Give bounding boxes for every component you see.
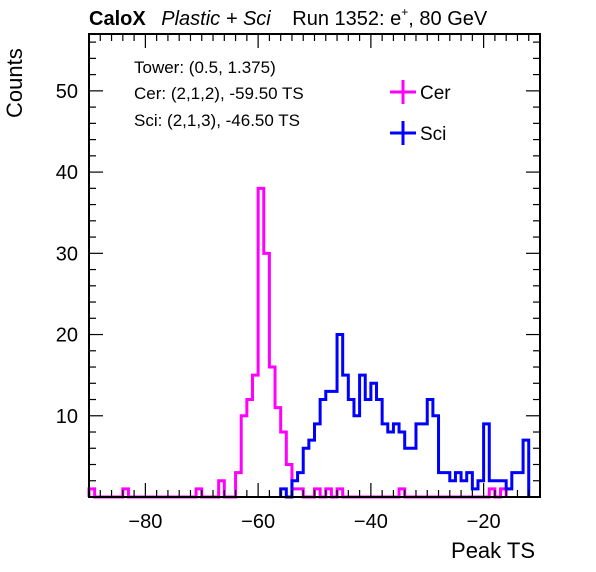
- title-run: Run 1352: e: [292, 8, 401, 30]
- legend-label-sci: Sci: [420, 124, 446, 145]
- info-tower: Tower: (0.5, 1.375): [134, 58, 276, 77]
- series-sci-histogram: [279, 333, 531, 499]
- y-tick-label: 10: [56, 406, 78, 428]
- legend-label-cer: Cer: [420, 83, 451, 104]
- y-tick-label: 30: [56, 243, 78, 265]
- legend: Cer Sci: [390, 80, 451, 145]
- x-tick-label: −40: [354, 511, 388, 533]
- chart-title: CaloX Plastic + Sci Run 1352: e+, 80 GeV: [89, 5, 488, 30]
- title-energy: , 80 GeV: [408, 8, 488, 30]
- x-tick-label: −80: [128, 511, 162, 533]
- axes: −80 −60 −40 −20 10 20 30 40 50: [56, 33, 541, 533]
- y-tick-label: 20: [56, 325, 78, 347]
- info-box: Tower: (0.5, 1.375) Cer: (2,1,2), -59.50…: [134, 58, 304, 130]
- title-detector: Plastic + Sci: [161, 8, 271, 30]
- y-tick-label: 40: [56, 162, 78, 184]
- title-run-sup: +: [401, 5, 408, 19]
- x-tick-label: −60: [241, 511, 275, 533]
- legend-entry-cer: Cer: [390, 80, 451, 104]
- x-axis-label: Peak TS: [451, 538, 535, 563]
- y-tick-label: 50: [56, 81, 78, 103]
- series-cer-histogram: [87, 186, 508, 499]
- info-sci: Sci: (2,1,3), -46.50 TS: [134, 111, 300, 130]
- y-axis-label: Counts: [2, 48, 27, 118]
- legend-entry-sci: Sci: [390, 121, 446, 145]
- x-tick-label: −20: [467, 511, 501, 533]
- info-cer: Cer: (2,1,2), -59.50 TS: [134, 84, 304, 103]
- plot-area: [87, 186, 531, 499]
- title-experiment: CaloX: [89, 8, 146, 30]
